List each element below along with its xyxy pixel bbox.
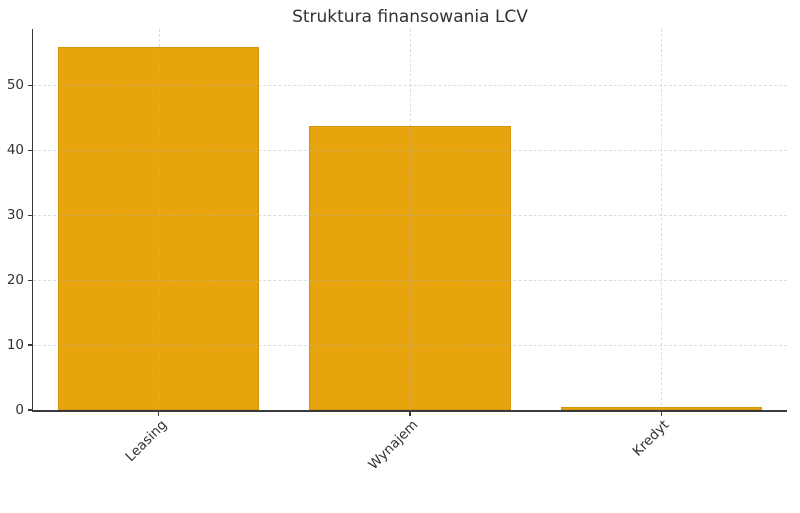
plot-area xyxy=(33,29,787,410)
chart-title: Struktura finansowania LCV xyxy=(292,7,528,27)
y-tick-label: 0 xyxy=(15,401,24,418)
x-tick-label: Kredyt xyxy=(630,417,673,460)
y-gridline-40 xyxy=(33,150,787,152)
y-tick-label: 50 xyxy=(6,76,24,93)
y-tick-label: 40 xyxy=(6,141,24,158)
y-tick-label: 30 xyxy=(6,206,24,223)
bar-kredyt xyxy=(560,406,762,410)
grid-layer xyxy=(33,29,787,410)
y-gridline-20 xyxy=(33,280,787,282)
y-tick-label: 10 xyxy=(6,336,24,353)
y-gridline-30 xyxy=(33,215,787,217)
x-tick-mark xyxy=(158,411,160,416)
x-tick-label: Wynajem xyxy=(365,417,422,473)
y-tick-mark xyxy=(27,279,32,281)
x-axis-spine xyxy=(31,410,787,412)
y-gridline-50 xyxy=(33,85,787,87)
bar-leasing xyxy=(58,47,260,410)
x-gridline-0 xyxy=(158,29,160,410)
bar-wynajem xyxy=(309,126,511,410)
y-tick-mark xyxy=(27,84,32,87)
y-tick-label: 20 xyxy=(6,271,24,288)
bar-chart-figure: Struktura finansowania LCV 0 10 20 30 40 50 Le… xyxy=(6,7,787,473)
x-tick-label: Leasing xyxy=(122,417,170,465)
y-tick-mark xyxy=(27,149,32,151)
x-tick-mark xyxy=(409,411,411,416)
x-gridline-1 xyxy=(410,29,411,410)
y-tick-mark xyxy=(27,214,32,216)
x-tick-mark xyxy=(660,411,662,416)
y-tick-mark xyxy=(27,409,32,411)
y-axis-spine xyxy=(31,29,33,412)
y-tick-mark xyxy=(27,344,32,346)
bars-layer xyxy=(33,29,787,410)
x-gridline-2 xyxy=(661,29,663,410)
y-gridline-10 xyxy=(33,345,787,347)
